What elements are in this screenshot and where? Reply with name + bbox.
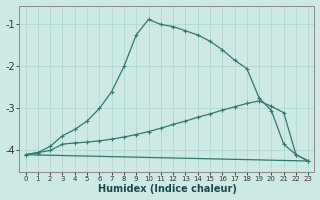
- X-axis label: Humidex (Indice chaleur): Humidex (Indice chaleur): [98, 184, 236, 194]
